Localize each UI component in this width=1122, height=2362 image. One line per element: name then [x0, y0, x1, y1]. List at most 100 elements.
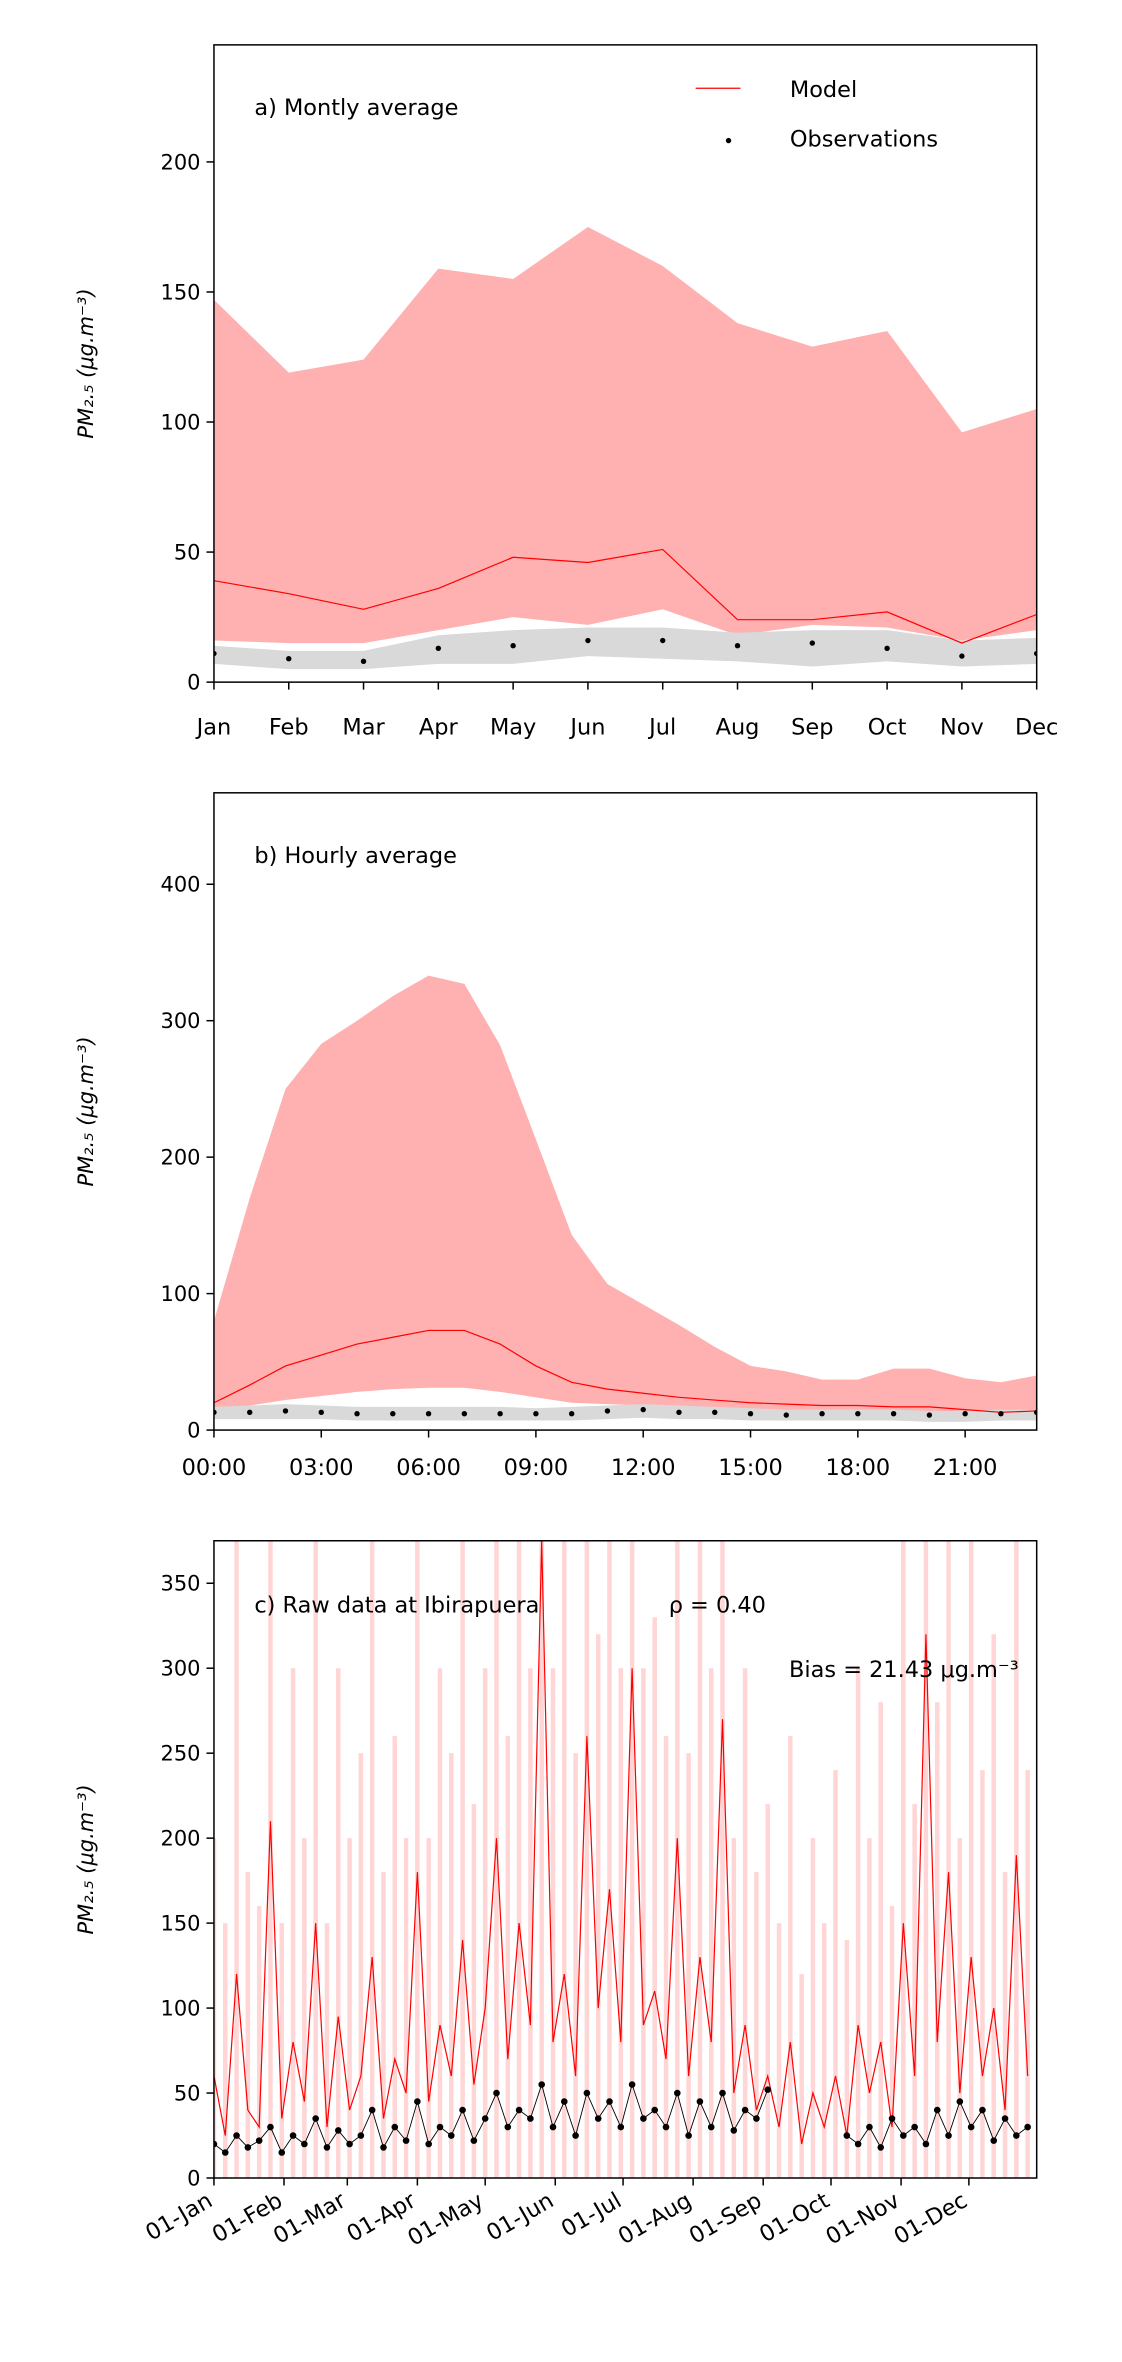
annotation: Bias = 21.43 μg.m⁻³ — [789, 1657, 1019, 1683]
obs-point — [318, 1409, 324, 1416]
x-tick-label: Dec — [1015, 714, 1058, 740]
obs-point — [470, 2137, 478, 2144]
obs-point — [747, 1410, 754, 1417]
panel-label: a) Montly average — [254, 95, 458, 121]
obs-point — [809, 640, 816, 646]
y-tick-label: 100 — [161, 411, 201, 435]
panel-label: b) Hourly average — [254, 843, 457, 869]
obs-point — [819, 1410, 825, 1417]
x-tick-label: 06:00 — [396, 1455, 461, 1481]
x-tick-label: 01-Jan — [141, 2188, 217, 2247]
obs-point — [877, 2144, 885, 2151]
obs-point — [707, 2123, 715, 2131]
obs-point — [741, 2106, 749, 2114]
obs-point — [855, 1410, 861, 1417]
legend-label: Model — [790, 77, 857, 103]
obs-point — [922, 2140, 930, 2148]
x-tick-label: Aug — [716, 714, 760, 740]
x-tick-label: May — [490, 714, 536, 740]
obs-point — [764, 2086, 772, 2093]
obs-point — [926, 1412, 933, 1418]
obs-point — [990, 2137, 998, 2144]
obs-point — [888, 2115, 896, 2122]
axes-frame — [213, 44, 1038, 683]
obs-point — [515, 2106, 523, 2114]
x-tick-label: Jul — [647, 714, 676, 740]
y-axis-label: PM₂.₅ (μg.m⁻³) — [74, 1784, 98, 1934]
band — [213, 975, 1037, 1414]
obs-point — [549, 2123, 557, 2131]
obs-point — [866, 2123, 873, 2131]
obs-point — [244, 2144, 252, 2151]
obs-point — [1024, 2123, 1031, 2131]
obs-point — [604, 1408, 611, 1414]
y-tick-label: 0 — [187, 1419, 200, 1443]
obs-point — [651, 2106, 658, 2114]
obs-point — [533, 1410, 539, 1417]
x-tick-label: 00:00 — [182, 1455, 247, 1481]
obs-point — [334, 2127, 342, 2134]
x-tick-label: Feb — [269, 714, 309, 740]
y-tick-label: 0 — [187, 2166, 200, 2190]
y-tick-label: 300 — [161, 1009, 201, 1033]
obs-point — [712, 1409, 718, 1416]
legend-dot — [725, 137, 732, 144]
obs-point — [685, 2132, 692, 2139]
obs-point — [561, 2098, 568, 2105]
obs-point — [510, 643, 516, 649]
obs-point — [368, 2106, 376, 2114]
band — [213, 1404, 1037, 1422]
x-tick-label: 15:00 — [718, 1455, 783, 1481]
y-tick-label: 400 — [161, 873, 201, 897]
series-line — [213, 548, 1037, 644]
obs-point — [730, 2127, 738, 2134]
obs-point — [933, 2106, 941, 2114]
obs-point — [255, 2137, 263, 2144]
obs-point — [282, 1408, 289, 1414]
x-tick-label: Sep — [791, 714, 833, 740]
x-tick-label: 09:00 — [504, 1455, 569, 1481]
obs-point — [640, 2115, 647, 2122]
y-tick-label: 200 — [161, 1146, 201, 1170]
obs-point — [402, 2137, 410, 2144]
obs-point — [606, 2098, 613, 2105]
obs-point — [380, 2144, 387, 2151]
obs-point — [962, 1410, 968, 1417]
obs-point — [890, 1410, 897, 1417]
obs-point — [719, 2089, 726, 2097]
obs-point — [884, 645, 890, 652]
band — [213, 627, 1037, 670]
y-tick-label: 350 — [161, 1572, 201, 1596]
obs-point — [459, 2106, 466, 2114]
x-tick-label: 01-Sep — [685, 2188, 766, 2250]
x-tick-label: 18:00 — [826, 1455, 891, 1481]
x-tick-label: 01-Aug — [614, 2188, 696, 2250]
obs-point — [312, 2115, 319, 2122]
y-tick-label: 150 — [161, 1912, 201, 1936]
obs-point — [221, 2149, 229, 2156]
obs-point — [286, 656, 292, 662]
x-tick-label: 01-Nov — [821, 2188, 904, 2251]
obs-point — [967, 2123, 975, 2131]
y-tick-label: 50 — [174, 541, 201, 565]
obs-point — [945, 2132, 952, 2139]
obs-point — [360, 658, 367, 665]
annotation: ρ = 0.40 — [669, 1593, 766, 1619]
axes-frame — [213, 792, 1038, 1431]
obs-point — [435, 645, 442, 652]
y-tick-label: 250 — [161, 1742, 201, 1766]
obs-point — [357, 2132, 365, 2139]
obs-point — [425, 1410, 432, 1417]
x-tick-label: Jan — [195, 714, 232, 740]
y-tick-label: 100 — [161, 1282, 201, 1306]
obs-point — [640, 1406, 646, 1413]
y-tick-label: 200 — [161, 1827, 201, 1851]
x-tick-label: 01-Dec — [890, 2188, 972, 2251]
obs-point — [414, 2098, 421, 2105]
y-tick-label: 50 — [174, 2082, 201, 2106]
x-tick-label: 01-Mar — [269, 2187, 351, 2249]
plot-area — [213, 226, 1037, 670]
x-tick-label: Oct — [868, 714, 907, 740]
